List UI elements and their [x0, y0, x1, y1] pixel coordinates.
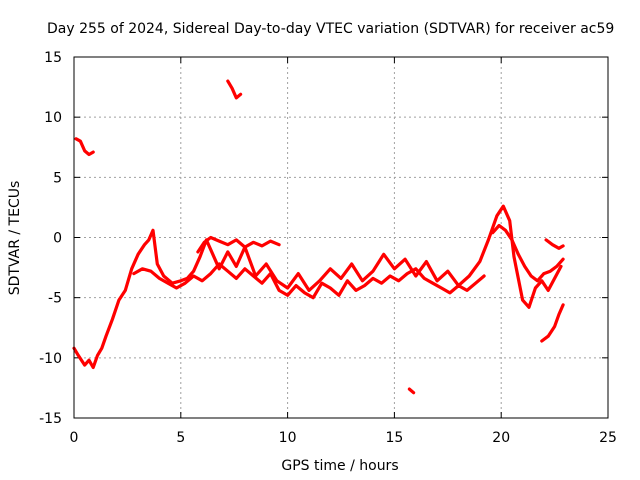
y-tick-label: 15 — [44, 50, 62, 66]
series-bottom-tail — [540, 303, 565, 343]
plot-frame — [73, 56, 609, 419]
y-tick-label: 10 — [44, 110, 62, 126]
grid-lines — [74, 57, 608, 418]
x-tick-label: 0 — [70, 430, 79, 446]
series-early-high — [74, 137, 95, 157]
y-axis-label: SDTVAR / TECUs — [7, 181, 23, 296]
x-axis-label: GPS time / hours — [281, 458, 398, 474]
y-tick-label: -5 — [48, 291, 62, 307]
series-outlier-high — [226, 79, 243, 100]
y-tick-labels: -15 -10 -5 0 5 10 15 — [39, 50, 62, 427]
x-tick-label: 15 — [385, 430, 403, 446]
y-tick-label: 0 — [53, 231, 62, 247]
data-series — [72, 79, 565, 395]
y-tick-label: -10 — [39, 351, 62, 367]
x-tick-labels: 0 5 10 15 20 25 — [70, 430, 617, 446]
series-lower-band — [132, 262, 486, 300]
series-main-trace — [72, 204, 563, 370]
series-outlier-low — [407, 387, 416, 395]
y-tick-label: -15 — [39, 411, 62, 427]
x-tick-label: 5 — [176, 430, 185, 446]
series-upper-band — [196, 235, 281, 254]
x-tick-label: 20 — [492, 430, 510, 446]
chart-title: Day 255 of 2024, Sidereal Day-to-day VTE… — [47, 21, 614, 37]
x-tick-label: 25 — [599, 430, 617, 446]
x-tick-label: 10 — [279, 430, 297, 446]
series-right-end — [544, 238, 565, 250]
series-trace-after-20h — [491, 223, 565, 283]
y-tick-label: 5 — [53, 170, 62, 186]
